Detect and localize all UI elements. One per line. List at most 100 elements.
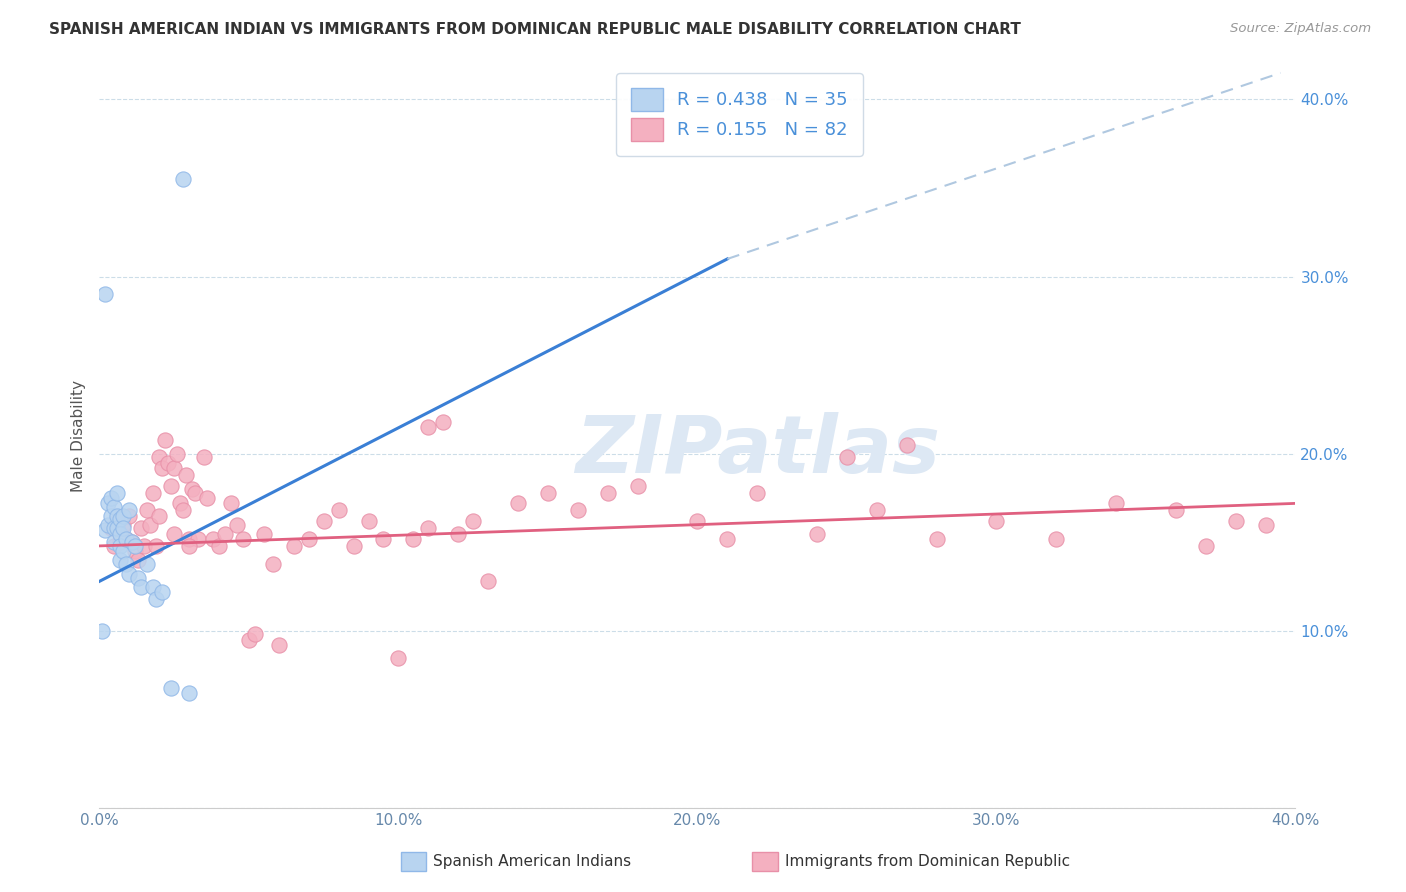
Point (160, 478, 183, 492)
Point (537, 485, 560, 500)
Point (328, 503, 350, 517)
Point (179, 539, 201, 553)
Text: SPANISH AMERICAN INDIAN VS IMMIGRANTS FROM DOMINICAN REPUBLIC MALE DISABILITY CO: SPANISH AMERICAN INDIAN VS IMMIGRANTS FR… (49, 22, 1021, 37)
Point (97, 496, 120, 510)
Point (139, 517, 162, 532)
Point (686, 514, 709, 528)
Point (105, 514, 128, 528)
Point (179, 532, 201, 546)
Point (283, 539, 305, 553)
Point (124, 544, 146, 558)
Point (142, 580, 165, 594)
Point (129, 580, 152, 594)
Point (110, 526, 132, 541)
Point (115, 557, 138, 571)
Point (166, 447, 188, 461)
Point (447, 526, 470, 541)
Point (418, 420, 440, 434)
Point (121, 535, 143, 549)
Point (1254, 517, 1277, 532)
Point (103, 535, 125, 549)
Point (134, 539, 156, 553)
Point (627, 478, 650, 492)
Point (477, 574, 499, 589)
Point (155, 433, 177, 447)
Point (432, 415, 454, 429)
Point (115, 532, 138, 546)
Point (145, 539, 167, 553)
Point (181, 482, 204, 496)
Point (1105, 496, 1128, 510)
Point (596, 485, 619, 500)
Point (118, 503, 141, 517)
Point (896, 438, 918, 452)
Text: ZIPatlas: ZIPatlas (575, 412, 939, 490)
Point (105, 521, 128, 535)
Point (148, 450, 170, 465)
Point (94, 287, 117, 301)
Point (193, 450, 215, 465)
Point (150, 461, 173, 475)
Point (1225, 514, 1247, 528)
Point (267, 638, 290, 652)
Point (112, 517, 135, 532)
Point (219, 496, 242, 510)
Point (184, 485, 207, 500)
Point (214, 526, 236, 541)
Point (127, 553, 149, 567)
Point (94, 523, 117, 537)
Point (145, 592, 167, 607)
Point (195, 491, 218, 505)
Point (103, 500, 125, 514)
Point (100, 521, 122, 535)
Point (103, 539, 125, 553)
Point (1195, 539, 1218, 553)
Point (747, 485, 769, 500)
Point (986, 514, 1008, 528)
Y-axis label: Male Disability: Male Disability (72, 380, 86, 492)
Point (208, 539, 231, 553)
Point (402, 532, 425, 546)
Point (118, 567, 141, 582)
Point (357, 514, 380, 528)
Point (172, 172, 194, 186)
Point (121, 535, 143, 549)
Text: Spanish American Indians: Spanish American Indians (433, 855, 631, 869)
Point (118, 508, 141, 523)
Point (312, 514, 335, 528)
Point (112, 544, 135, 558)
Text: Immigrants from Dominican Republic: Immigrants from Dominican Republic (785, 855, 1070, 869)
Point (103, 521, 125, 535)
Point (105, 485, 128, 500)
Point (124, 539, 146, 553)
Point (129, 521, 152, 535)
Point (387, 650, 409, 665)
Point (142, 485, 165, 500)
Legend: R = 0.438   N = 35, R = 0.155   N = 82: R = 0.438 N = 35, R = 0.155 N = 82 (616, 73, 862, 155)
Point (232, 532, 254, 546)
Point (150, 585, 173, 599)
Point (91, 624, 114, 638)
Point (169, 496, 191, 510)
Point (202, 532, 225, 546)
Point (112, 521, 135, 535)
Point (97, 517, 120, 532)
Point (160, 681, 183, 695)
Point (172, 503, 194, 517)
Point (253, 526, 276, 541)
Point (127, 571, 149, 585)
Point (1045, 532, 1067, 546)
Point (835, 450, 858, 465)
Point (157, 456, 180, 470)
Point (806, 526, 828, 541)
Point (163, 526, 186, 541)
Point (100, 491, 122, 505)
Point (110, 539, 132, 553)
Point (110, 512, 132, 526)
Point (163, 461, 186, 475)
Point (342, 539, 364, 553)
Point (110, 526, 132, 541)
Point (262, 557, 284, 571)
Point (187, 532, 209, 546)
Point (179, 686, 201, 700)
